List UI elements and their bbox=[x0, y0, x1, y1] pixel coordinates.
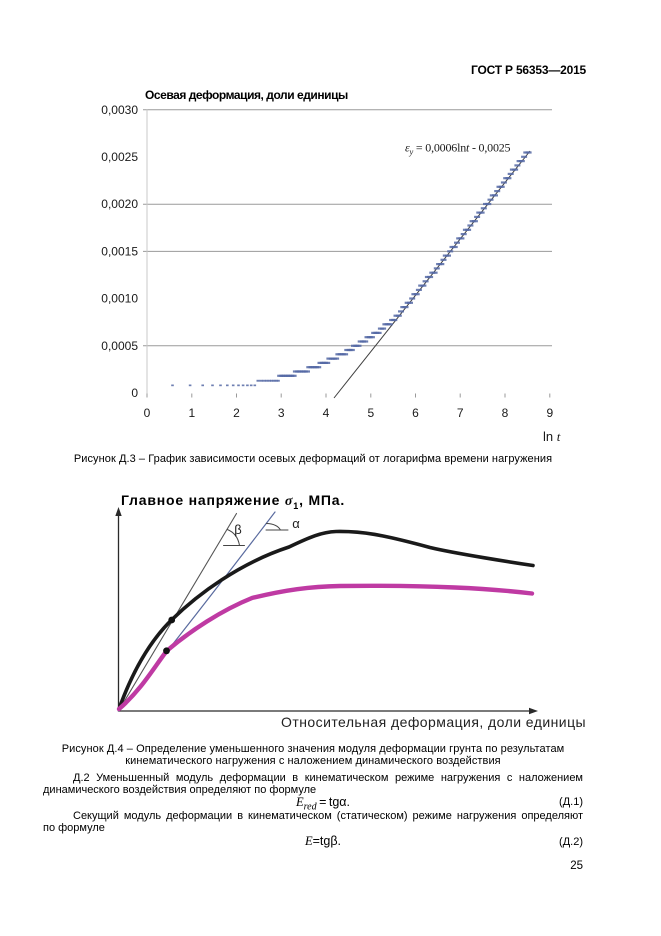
svg-text:εy = 0,0006lnt - 0,0025: εy = 0,0006lnt - 0,0025 bbox=[405, 141, 511, 157]
svg-text:1: 1 bbox=[188, 406, 195, 420]
svg-text:0: 0 bbox=[131, 386, 138, 400]
svg-text:7: 7 bbox=[457, 406, 464, 420]
svg-text:0,0020: 0,0020 bbox=[101, 197, 138, 211]
svg-text:2: 2 bbox=[233, 406, 240, 420]
svg-text:0,0015: 0,0015 bbox=[101, 244, 138, 258]
svg-text:0,0005: 0,0005 bbox=[101, 339, 138, 353]
svg-text:5: 5 bbox=[367, 406, 374, 420]
svg-text:9: 9 bbox=[546, 406, 553, 420]
svg-text:6: 6 bbox=[412, 406, 419, 420]
svg-text:0,0025: 0,0025 bbox=[101, 150, 138, 164]
svg-text:0,0030: 0,0030 bbox=[101, 103, 138, 117]
svg-text:3: 3 bbox=[278, 406, 285, 420]
svg-text:β: β bbox=[234, 522, 241, 537]
svg-text:4: 4 bbox=[323, 406, 330, 420]
svg-text:0,0010: 0,0010 bbox=[101, 292, 138, 306]
svg-text:α: α bbox=[292, 516, 300, 531]
svg-text:ln t: ln t bbox=[543, 429, 561, 444]
svg-text:8: 8 bbox=[502, 406, 509, 420]
svg-text:0: 0 bbox=[144, 406, 151, 420]
